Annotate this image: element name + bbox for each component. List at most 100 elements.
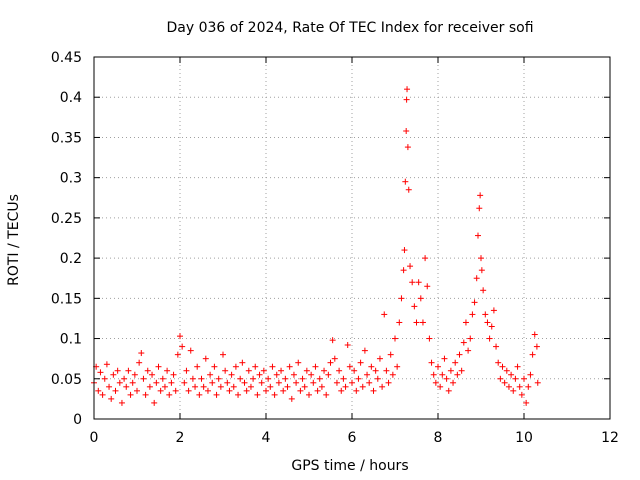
- data-point: [355, 375, 362, 382]
- data-point: [407, 263, 414, 270]
- data-point: [392, 335, 398, 342]
- y-tick-label: 0.05: [51, 372, 82, 388]
- data-point: [529, 351, 536, 358]
- data-point: [323, 391, 330, 398]
- data-point: [237, 375, 244, 382]
- data-point: [514, 363, 521, 370]
- data-point: [275, 379, 282, 386]
- data-point: [217, 383, 224, 390]
- data-point: [161, 383, 168, 390]
- data-point: [430, 371, 437, 378]
- data-point: [374, 375, 381, 382]
- data-point: [336, 367, 343, 374]
- data-point: [101, 375, 108, 382]
- data-point: [224, 379, 231, 386]
- data-point: [286, 363, 293, 370]
- x-tick-label: 2: [176, 430, 185, 446]
- data-point: [383, 367, 390, 374]
- data-point: [445, 387, 452, 394]
- data-point: [376, 355, 383, 362]
- data-point: [415, 279, 422, 286]
- data-point: [271, 391, 278, 398]
- data-point: [299, 375, 306, 382]
- data-point: [443, 375, 450, 382]
- data-point: [327, 359, 334, 366]
- data-point: [288, 395, 295, 402]
- data-point: [359, 383, 366, 390]
- data-point: [155, 363, 162, 370]
- data-point: [204, 387, 211, 394]
- data-point: [329, 337, 336, 344]
- data-point: [241, 379, 248, 386]
- data-point: [426, 335, 433, 342]
- data-point: [157, 387, 164, 394]
- data-point: [419, 319, 426, 326]
- data-point: [467, 335, 474, 342]
- data-point: [357, 359, 364, 366]
- x-tick-label: 12: [601, 430, 619, 446]
- data-point: [103, 361, 110, 368]
- data-point: [361, 347, 368, 354]
- data-point: [239, 359, 246, 366]
- data-point: [349, 379, 355, 386]
- data-point: [394, 363, 401, 370]
- data-point: [503, 367, 510, 374]
- data-point: [512, 375, 519, 382]
- data-point: [185, 387, 192, 394]
- data-point: [505, 383, 512, 390]
- data-point: [379, 383, 386, 390]
- data-point: [179, 343, 186, 350]
- data-point: [478, 255, 484, 262]
- y-tick-label: 0.25: [51, 211, 82, 227]
- data-point: [523, 399, 530, 406]
- x-tick-label: 8: [434, 430, 443, 446]
- data-point: [465, 347, 472, 354]
- data-point: [99, 391, 106, 398]
- data-point: [168, 379, 175, 386]
- data-point: [534, 379, 541, 386]
- data-point: [477, 192, 484, 199]
- data-point: [353, 387, 360, 394]
- data-point: [422, 255, 429, 262]
- data-point: [222, 367, 229, 374]
- data-point: [462, 319, 469, 326]
- data-point: [177, 333, 183, 340]
- data-point: [521, 375, 527, 382]
- data-point: [127, 391, 134, 398]
- data-point: [151, 399, 158, 406]
- data-point: [280, 387, 287, 394]
- data-point: [404, 144, 411, 151]
- data-point: [181, 379, 188, 386]
- data-point: [293, 379, 300, 386]
- y-tick-label: 0.15: [51, 291, 82, 307]
- data-point: [402, 178, 409, 185]
- data-point: [331, 355, 338, 362]
- data-point: [301, 383, 308, 390]
- data-point: [114, 367, 121, 374]
- data-point: [95, 387, 102, 394]
- data-point: [409, 279, 416, 286]
- data-point: [269, 363, 276, 370]
- data-point: [321, 367, 328, 374]
- data-point: [368, 363, 375, 370]
- grid: [94, 57, 610, 419]
- data-point: [149, 371, 156, 378]
- data-point: [484, 319, 491, 326]
- data-point: [385, 379, 392, 386]
- data-point: [405, 186, 412, 193]
- data-point: [437, 383, 444, 390]
- data-point: [441, 355, 448, 362]
- data-point: [400, 267, 407, 274]
- data-point: [174, 351, 181, 358]
- data-point: [153, 379, 160, 386]
- data-point: [308, 371, 315, 378]
- y-tick-label: 0.4: [60, 90, 82, 106]
- data-point: [142, 391, 149, 398]
- data-point: [310, 379, 317, 386]
- data-point: [97, 369, 104, 376]
- data-point: [166, 391, 173, 398]
- data-point: [192, 383, 199, 390]
- data-points: [91, 86, 541, 406]
- data-point: [226, 387, 233, 394]
